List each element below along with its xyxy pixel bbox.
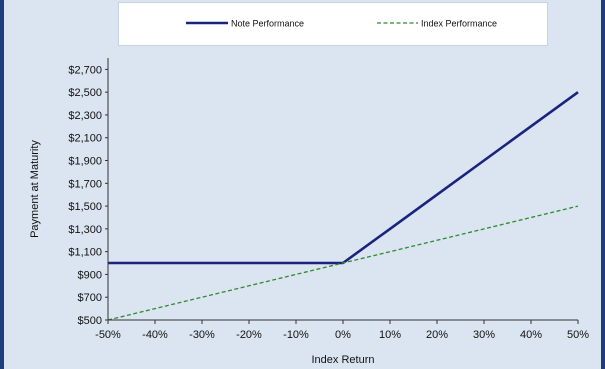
legend-label-index-performance: Index Performance — [421, 19, 497, 29]
x-tick-label: 10% — [379, 329, 401, 341]
y-tick-label: $1,700 — [68, 178, 102, 190]
y-axis: $500 $700 $900 $1,100 $1,300 $1,500 $1,700 $1,9… — [68, 58, 108, 327]
y-tick-label: $1,100 — [68, 247, 102, 259]
x-axis: -50% -40% -30% -20% -10% 0% 10% 20% 30% 40% 50% — [95, 320, 589, 341]
x-tick-label: -30% — [189, 329, 215, 341]
y-tick-label: $500 — [78, 315, 102, 327]
x-tick-label: -20% — [236, 329, 262, 341]
legend: Note Performance Index Performance — [186, 19, 497, 29]
legend-label-note-performance: Note Performance — [231, 19, 304, 29]
x-axis-title: Index Return — [312, 354, 375, 366]
y-tick-label: $2,700 — [68, 64, 102, 76]
x-tick-label: 40% — [520, 329, 542, 341]
x-tick-label: 20% — [426, 329, 448, 341]
y-tick-label: $1,500 — [68, 201, 102, 213]
y-axis-title: Payment at Maturity — [29, 140, 41, 238]
y-tick-label: $2,500 — [68, 87, 102, 99]
x-tick-label: -40% — [142, 329, 168, 341]
x-tick-label: 30% — [473, 329, 495, 341]
x-tick-label: 0% — [335, 329, 351, 341]
y-tick-label: $700 — [78, 292, 102, 304]
y-tick-label: $1,900 — [68, 156, 102, 168]
x-tick-label: -50% — [95, 329, 121, 341]
y-tick-label: $2,100 — [68, 133, 102, 145]
y-tick-label: $1,300 — [68, 224, 102, 236]
plot-area — [108, 92, 578, 320]
y-tick-label: $900 — [78, 269, 102, 281]
series-line-note-performance — [108, 92, 578, 263]
y-tick-label: $2,300 — [68, 110, 102, 122]
x-tick-label: 50% — [567, 329, 589, 341]
x-tick-label: -10% — [283, 329, 309, 341]
